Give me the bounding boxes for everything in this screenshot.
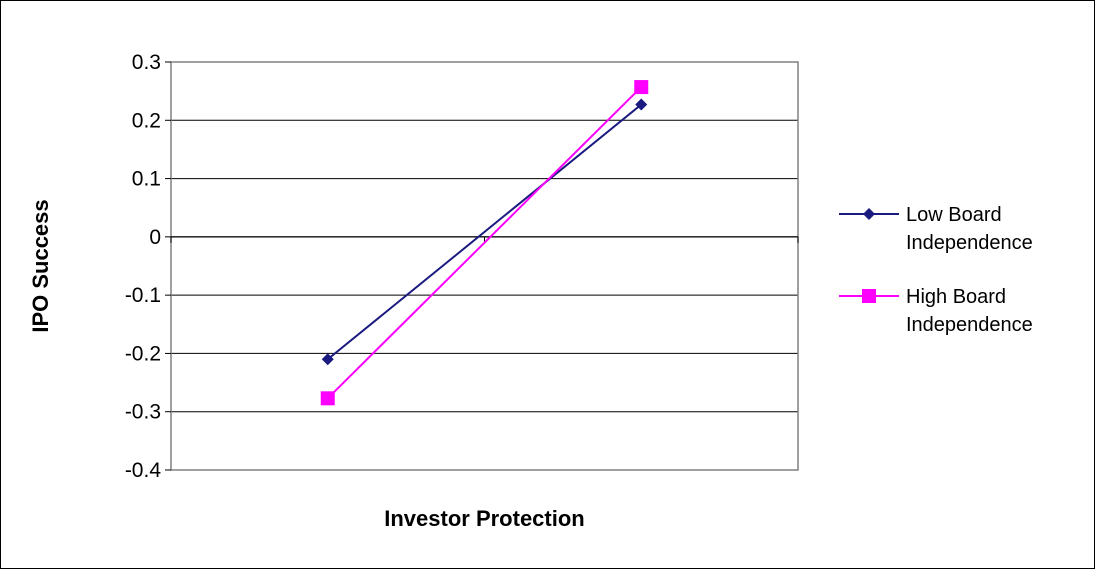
y-tick-label: -0.3 — [125, 401, 161, 424]
legend-label: Independence — [906, 232, 1033, 254]
y-tick-label: 0.1 — [132, 168, 161, 191]
data-point — [635, 98, 648, 111]
series-layer — [320, 80, 649, 406]
x-axis-title: Investor Protection — [384, 506, 584, 531]
y-axis-title: IPO Success — [28, 199, 53, 332]
data-point — [320, 391, 335, 406]
legend-label: Independence — [906, 314, 1033, 336]
data-point — [634, 80, 649, 95]
plot-area — [170, 61, 799, 471]
data-point — [321, 353, 334, 366]
legend-label: High Board — [906, 286, 1006, 308]
series-line — [327, 103, 642, 361]
y-tick-label: -0.1 — [125, 284, 161, 307]
gridlines — [171, 61, 798, 471]
y-tick-label: -0.2 — [125, 342, 161, 365]
y-tick-label: 0.2 — [132, 109, 161, 132]
legend: Low Board Independence High Board Independe… — [839, 204, 1033, 336]
y-tick-label: -0.4 — [125, 459, 162, 482]
legend-marker — [862, 289, 876, 303]
legend-label: Low Board — [906, 204, 1002, 226]
series-line — [327, 86, 642, 400]
y-tick-label: 0 — [149, 226, 161, 249]
y-axis: 0.3 0.2 0.1 0 -0.1 -0.2 -0.3 -0.4 — [125, 51, 171, 482]
y-tick-label: 0.3 — [132, 51, 161, 74]
legend-marker — [863, 208, 875, 220]
